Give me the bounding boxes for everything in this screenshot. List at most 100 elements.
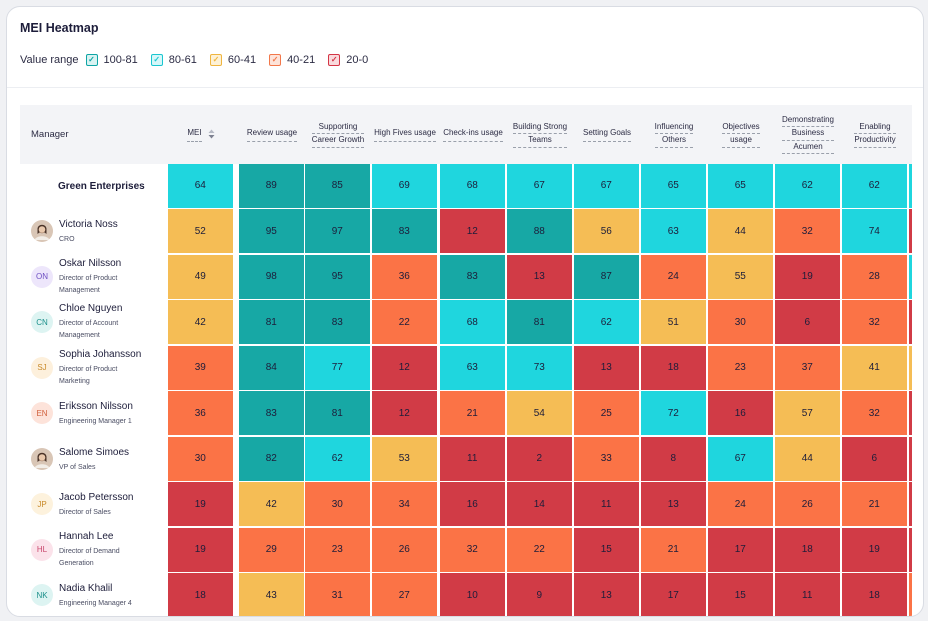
heatmap-cell[interactable]: 81 xyxy=(239,300,304,344)
heatmap-cell[interactable]: 30 xyxy=(168,436,233,481)
heatmap-cell[interactable]: 83 xyxy=(239,391,304,435)
column-header-manager[interactable]: Manager xyxy=(31,129,69,140)
heatmap-cell[interactable]: 37 xyxy=(775,345,840,390)
manager-row-label[interactable]: HL Hannah Lee Director of Demand Generation xyxy=(20,527,161,574)
heatmap-cell[interactable]: 23 xyxy=(708,345,773,390)
heatmap-cell[interactable]: 65 xyxy=(909,254,912,299)
column-header[interactable]: Objectives usage xyxy=(708,105,774,164)
heatmap-cell[interactable]: 12 xyxy=(440,209,505,253)
heatmap-cell[interactable]: 32 xyxy=(842,300,907,344)
column-header[interactable]: Setting Goals xyxy=(574,105,640,164)
heatmap-cell[interactable]: 63 xyxy=(641,209,706,253)
heatmap-cell[interactable]: 68 xyxy=(440,300,505,344)
heatmap-cell[interactable]: 62 xyxy=(842,164,907,208)
heatmap-cell[interactable]: 81 xyxy=(305,391,370,435)
heatmap-cell[interactable]: 28 xyxy=(842,254,907,299)
manager-name[interactable]: Eriksson Nilsson xyxy=(59,401,133,412)
heatmap-cell[interactable]: 36 xyxy=(372,254,437,299)
heatmap-cell[interactable]: 45 xyxy=(909,345,912,390)
heatmap-cell[interactable]: 88 xyxy=(507,209,572,253)
heatmap-cell[interactable]: 26 xyxy=(372,527,437,572)
heatmap-cell[interactable]: 73 xyxy=(507,345,572,390)
heatmap-cell[interactable]: 41 xyxy=(842,345,907,390)
heatmap-cell[interactable]: 27 xyxy=(372,573,437,616)
heatmap-cell[interactable]: 24 xyxy=(708,482,773,526)
manager-name[interactable]: Sophia Johansson xyxy=(59,348,142,360)
heatmap-cell[interactable]: 13 xyxy=(641,482,706,526)
heatmap-cell[interactable]: 36 xyxy=(168,391,233,435)
heatmap-cell[interactable]: 32 xyxy=(842,391,907,435)
heatmap-cell[interactable]: 11 xyxy=(574,482,639,526)
manager-row-label[interactable]: SJ Sophia Johansson Director of Product Mar… xyxy=(20,345,161,392)
heatmap-cell[interactable]: 11 xyxy=(775,573,840,616)
legend-item-40-21[interactable]: ✓ 40-21 xyxy=(269,54,315,66)
legend-item-60-41[interactable]: ✓ 60-41 xyxy=(209,54,256,66)
legend-checkbox[interactable]: ✓ xyxy=(269,54,282,66)
heatmap-cell[interactable]: 16 xyxy=(708,391,773,435)
heatmap-cell[interactable]: 52 xyxy=(168,209,233,253)
heatmap-cell[interactable]: 42 xyxy=(239,482,304,526)
heatmap-cell[interactable]: 70 xyxy=(909,164,912,208)
heatmap-cell[interactable]: 67 xyxy=(574,164,639,208)
heatmap-cell[interactable]: 13 xyxy=(507,254,572,299)
heatmap-cell[interactable]: 62 xyxy=(775,164,840,208)
column-header[interactable]: Supporting Career Growth xyxy=(305,105,371,164)
heatmap-cell[interactable]: 95 xyxy=(239,209,304,253)
manager-row-label[interactable]: Victoria Noss CRO xyxy=(20,209,161,256)
column-header[interactable]: High Fives usage xyxy=(372,105,438,164)
heatmap-cell[interactable]: 19 xyxy=(842,527,907,572)
manager-row-label[interactable]: EN Eriksson Nilsson Engineering Manager 1 xyxy=(20,391,161,438)
column-header[interactable]: MEI xyxy=(168,105,234,164)
heatmap-cell[interactable]: 56 xyxy=(574,209,639,253)
heatmap-cell[interactable]: 67 xyxy=(708,436,773,481)
heatmap-cell[interactable]: 69 xyxy=(372,164,437,208)
heatmap-cell[interactable]: 81 xyxy=(507,300,572,344)
legend-item-20-0[interactable]: ✓ 20-0 xyxy=(328,54,368,66)
heatmap-cell[interactable]: 18 xyxy=(168,573,233,616)
heatmap-cell[interactable]: 12 xyxy=(372,345,437,390)
heatmap-cell[interactable]: 74 xyxy=(842,209,907,253)
heatmap-cell[interactable]: 65 xyxy=(641,164,706,208)
heatmap-cell[interactable]: 95 xyxy=(305,254,370,299)
heatmap-cell[interactable]: 65 xyxy=(708,164,773,208)
heatmap-cell[interactable]: 31 xyxy=(305,573,370,616)
heatmap-cell[interactable]: 30 xyxy=(305,482,370,526)
heatmap-cell[interactable]: 15 xyxy=(909,300,912,344)
manager-row-label[interactable]: CN Chloe Nguyen Director of Account Managem… xyxy=(20,300,161,347)
heatmap-cell[interactable]: 15 xyxy=(574,527,639,572)
heatmap-cell[interactable]: 12 xyxy=(372,391,437,435)
heatmap-cell[interactable]: 63 xyxy=(440,345,505,390)
heatmap-cell[interactable]: 82 xyxy=(239,436,304,481)
heatmap-cell[interactable]: 15 xyxy=(909,527,912,572)
manager-name[interactable]: Victoria Noss xyxy=(59,219,118,230)
heatmap-cell[interactable]: 10 xyxy=(440,573,505,616)
heatmap-cell[interactable]: 15 xyxy=(708,573,773,616)
manager-name[interactable]: Salome Simoes xyxy=(59,446,130,458)
heatmap-cell[interactable]: 6 xyxy=(842,436,907,481)
manager-row-label[interactable]: Salome Simoes VP of Sales xyxy=(20,436,161,483)
legend-item-100-81[interactable]: ✓ 100-81 xyxy=(85,54,138,66)
heatmap-cell[interactable]: 57 xyxy=(775,391,840,435)
heatmap-cell[interactable]: 32 xyxy=(775,209,840,253)
heatmap-cell[interactable]: 19 xyxy=(775,254,840,299)
heatmap-cell[interactable]: 84 xyxy=(239,345,304,390)
heatmap-cell[interactable]: 24 xyxy=(641,254,706,299)
heatmap-cell[interactable]: 18 xyxy=(775,527,840,572)
heatmap-cell[interactable]: 62 xyxy=(305,436,370,481)
heatmap-cell[interactable]: 18 xyxy=(641,345,706,390)
column-header[interactable]: Building Strong Teams xyxy=(507,105,573,164)
heatmap-cell[interactable]: 42 xyxy=(168,300,233,344)
heatmap-cell[interactable]: 30 xyxy=(708,300,773,344)
manager-name[interactable]: Hannah Lee xyxy=(59,530,114,542)
heatmap-cell[interactable]: 22 xyxy=(507,527,572,572)
heatmap-cell[interactable]: 14 xyxy=(507,482,572,526)
heatmap-cell[interactable]: 72 xyxy=(641,391,706,435)
manager-row-label[interactable]: ON Oskar Nilsson Director of Product Manage… xyxy=(20,254,161,301)
heatmap-cell[interactable]: 32 xyxy=(440,527,505,572)
heatmap-cell[interactable]: 22 xyxy=(372,300,437,344)
heatmap-cell[interactable]: 15 xyxy=(909,209,912,253)
heatmap-cell[interactable]: 54 xyxy=(507,391,572,435)
column-header[interactable]: Influencing Others xyxy=(641,105,707,164)
heatmap-cell[interactable]: 87 xyxy=(574,254,639,299)
heatmap-cell[interactable]: 83 xyxy=(372,209,437,253)
